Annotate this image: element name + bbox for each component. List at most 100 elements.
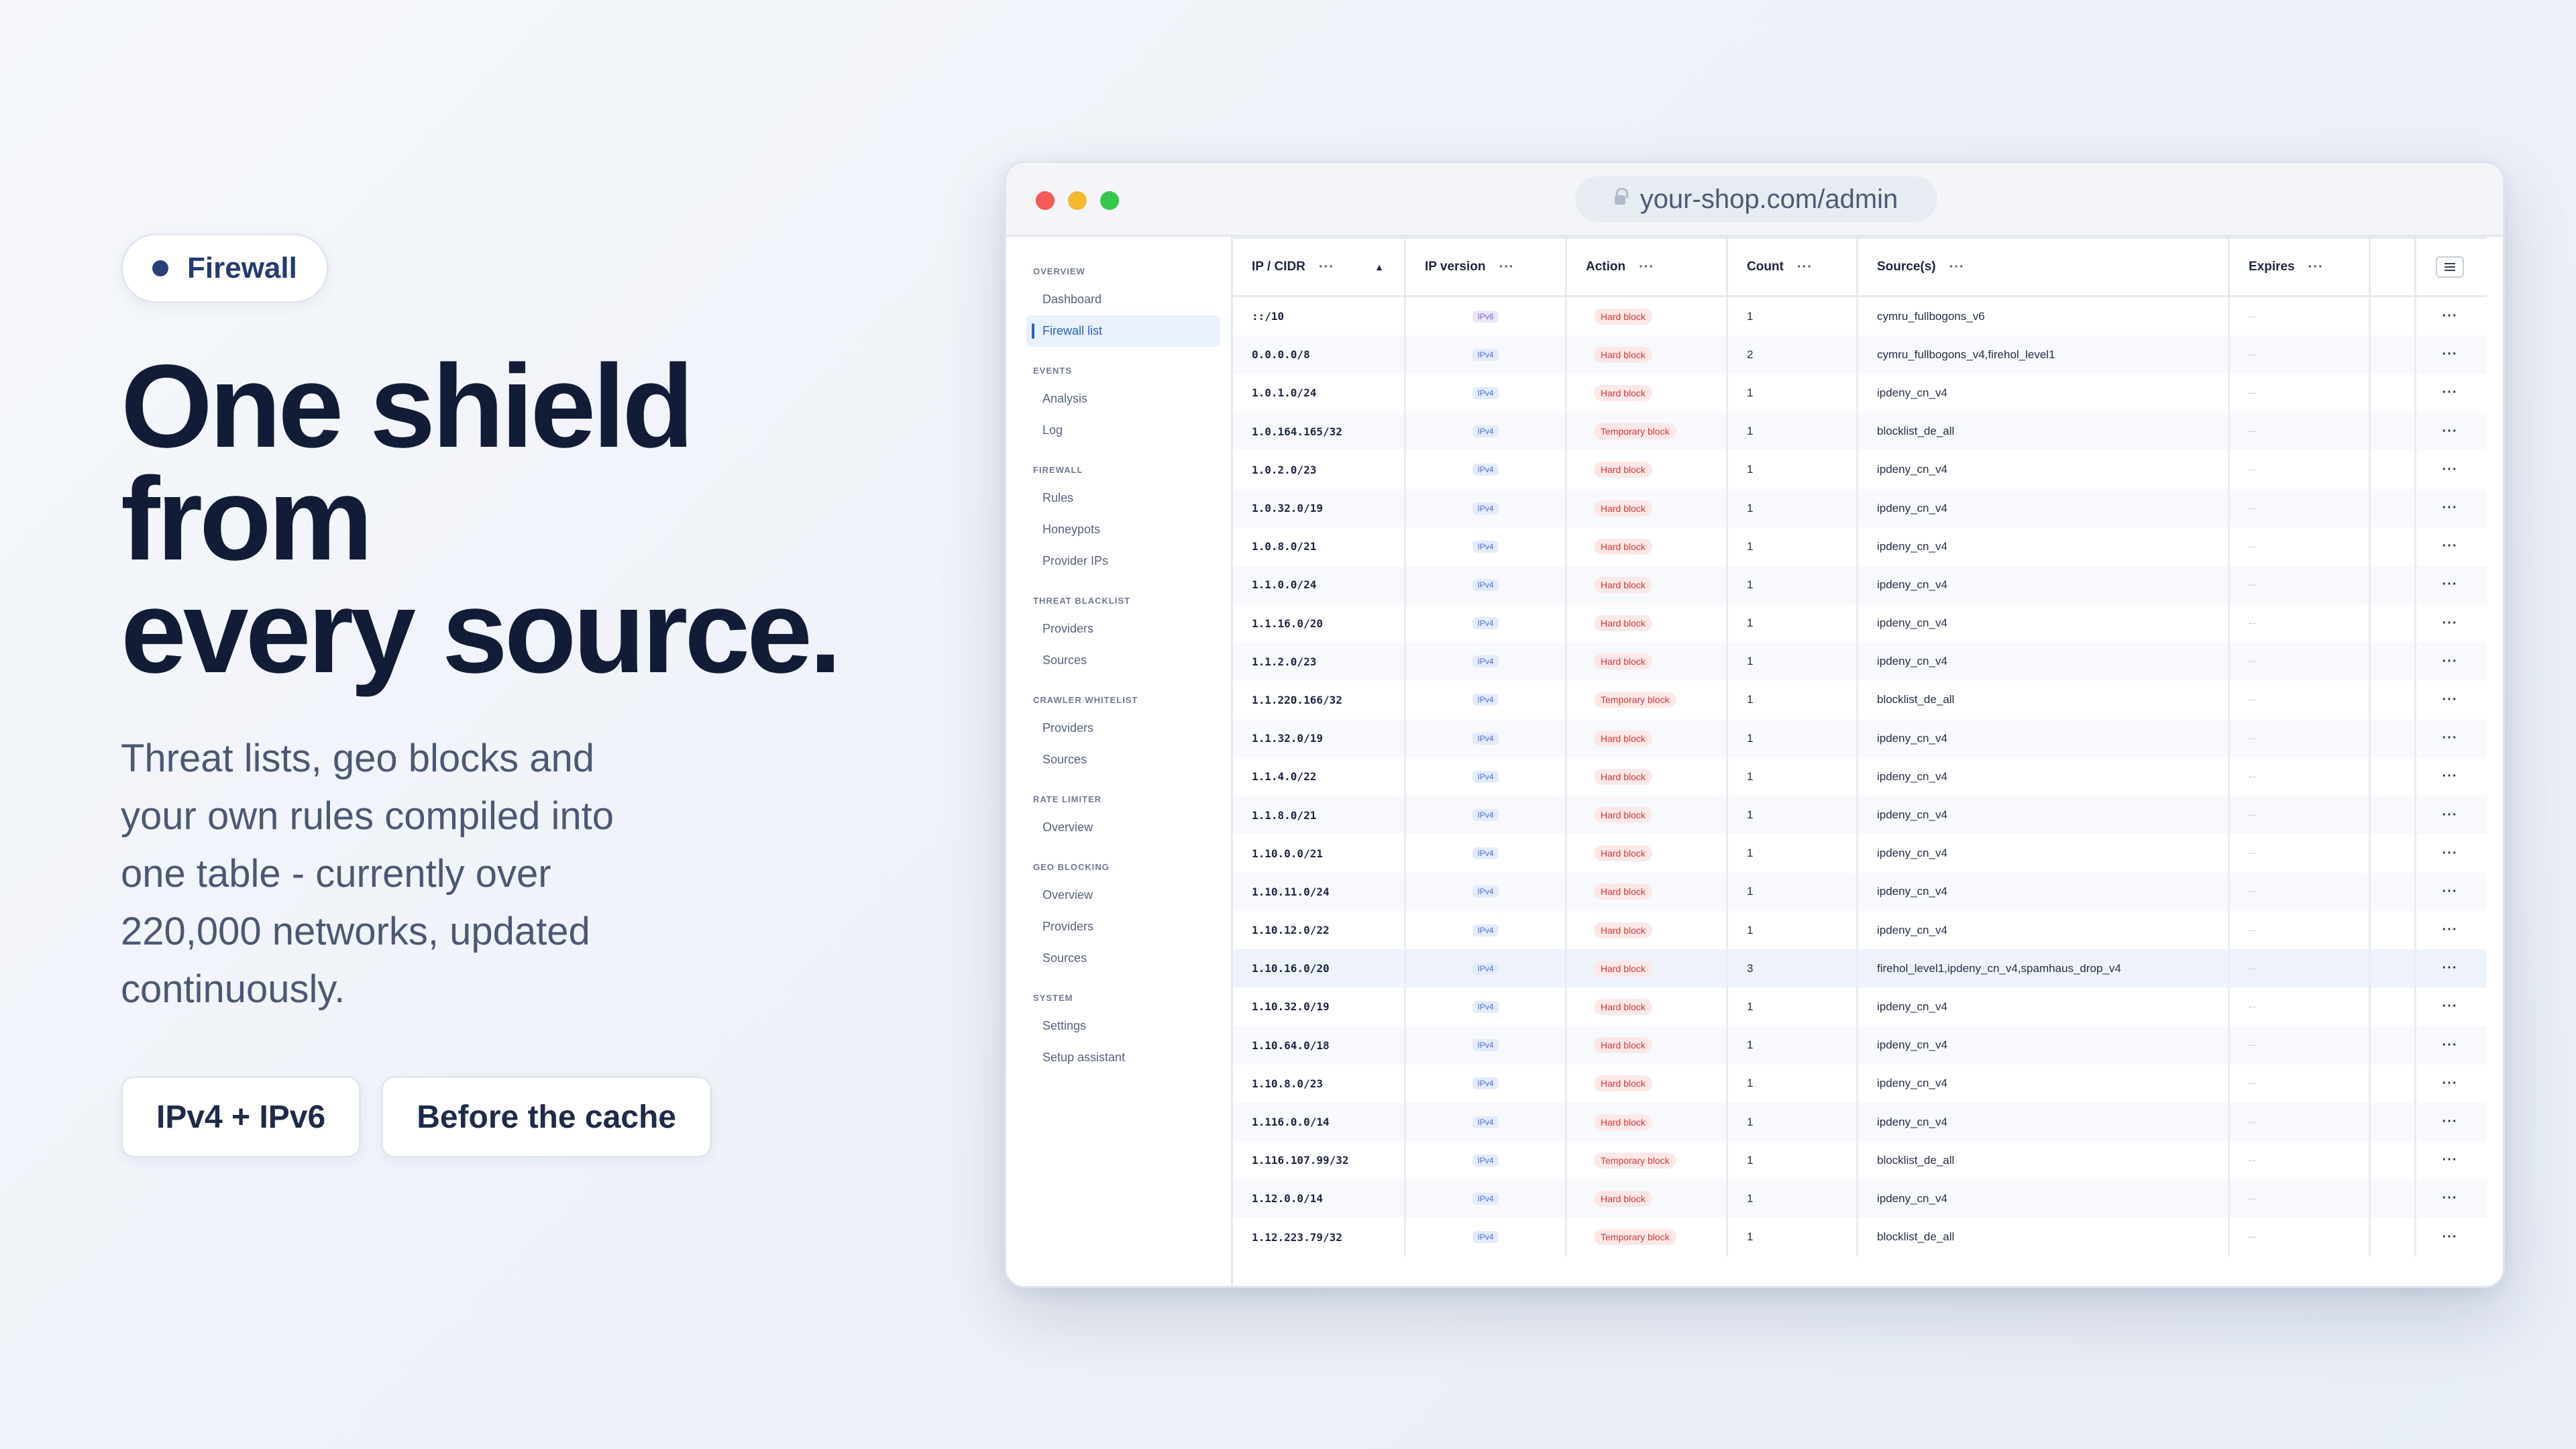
sidebar-item-analysis[interactable]: Analysis xyxy=(1042,392,1088,405)
column-header-sources[interactable]: Source(s) ··· xyxy=(1858,239,2230,295)
column-menu-icon[interactable]: ··· xyxy=(1499,259,1515,274)
column-header-version[interactable]: IP version ··· xyxy=(1406,239,1567,295)
sidebar-item-provider-ips[interactable]: Provider IPs xyxy=(1042,554,1109,568)
row-menu-icon[interactable]: ··· xyxy=(2442,961,2458,976)
row-menu-icon[interactable]: ··· xyxy=(2442,462,2458,477)
table-row[interactable]: 1.10.12.0/22 IPv4 Hard block 1 ipdeny_cn… xyxy=(1233,911,2487,950)
table-row[interactable]: 1.12.0.0/14 IPv4 Hard block 1 ipdeny_cn_… xyxy=(1233,1179,2487,1218)
sidebar-item-setup-assistant[interactable]: Setup assistant xyxy=(1042,1051,1126,1064)
table-row[interactable]: 1.1.2.0/23 IPv4 Hard block 1 ipdeny_cn_v… xyxy=(1233,642,2487,681)
expires-cell: -- xyxy=(2230,796,2371,835)
row-menu-icon[interactable]: ··· xyxy=(2442,845,2458,861)
row-menu-icon[interactable]: ··· xyxy=(2442,1152,2458,1168)
expires-cell: -- xyxy=(2230,1102,2371,1142)
row-menu-icon[interactable]: ··· xyxy=(2442,1229,2458,1244)
table-row[interactable]: 1.1.4.0/22 IPv4 Hard block 1 ipdeny_cn_v… xyxy=(1233,757,2487,796)
row-menu-icon[interactable]: ··· xyxy=(2442,347,2458,362)
column-menu-icon[interactable]: ··· xyxy=(1949,259,1965,274)
table-row[interactable]: 1.0.2.0/23 IPv4 Hard block 1 ipdeny_cn_v… xyxy=(1233,450,2487,489)
row-menu-icon[interactable]: ··· xyxy=(2442,615,2458,631)
row-menu-icon[interactable]: ··· xyxy=(2442,807,2458,822)
sidebar-item-overview[interactable]: Overview xyxy=(1042,888,1093,902)
row-menu-icon[interactable]: ··· xyxy=(2442,1075,2458,1091)
column-menu-icon[interactable]: ··· xyxy=(2308,259,2324,274)
column-header-action[interactable]: Action ··· xyxy=(1567,239,1728,295)
column-label: Count xyxy=(1747,260,1784,274)
row-menu-icon[interactable]: ··· xyxy=(2442,653,2458,669)
row-menu-icon[interactable]: ··· xyxy=(2442,500,2458,516)
action-badge: Hard block xyxy=(1594,960,1652,977)
column-header-expires[interactable]: Expires ··· xyxy=(2230,239,2371,295)
sidebar-item-providers[interactable]: Providers xyxy=(1042,721,1094,735)
maximize-window-icon[interactable] xyxy=(1100,191,1119,210)
row-menu-icon[interactable]: ··· xyxy=(2442,539,2458,554)
row-menu-icon[interactable]: ··· xyxy=(2442,692,2458,707)
column-header-count[interactable]: Count ··· xyxy=(1728,239,1858,295)
row-menu-icon[interactable]: ··· xyxy=(2442,309,2458,324)
table-row[interactable]: 1.1.16.0/20 IPv4 Hard block 1 ipdeny_cn_… xyxy=(1233,604,2487,643)
table-row[interactable]: 1.10.64.0/18 IPv4 Hard block 1 ipdeny_cn… xyxy=(1233,1026,2487,1065)
expires-cell: -- xyxy=(2230,566,2371,604)
table-row[interactable]: 1.10.32.0/19 IPv4 Hard block 1 ipdeny_cn… xyxy=(1233,987,2487,1026)
table-row[interactable]: ::/10 IPv6 Hard block 1 cymru_fullbogons… xyxy=(1233,297,2487,336)
table-row[interactable]: 1.0.8.0/21 IPv4 Hard block 1 ipdeny_cn_v… xyxy=(1233,527,2487,566)
cidr-cell: 1.116.0.0/14 xyxy=(1233,1102,1406,1142)
column-menu-icon[interactable]: ··· xyxy=(1318,259,1334,274)
row-menu-icon[interactable]: ··· xyxy=(2442,1114,2458,1130)
expires-cell: -- xyxy=(2230,719,2371,758)
address-bar[interactable]: your-shop.com/admin xyxy=(1575,176,1937,222)
table-row[interactable]: 1.10.11.0/24 IPv4 Hard block 1 ipdeny_cn… xyxy=(1233,872,2487,911)
count-cell: 1 xyxy=(1728,297,1858,336)
close-window-icon[interactable] xyxy=(1036,191,1055,210)
sidebar-item-dashboard[interactable]: Dashboard xyxy=(1042,292,1102,306)
table-row[interactable]: 1.0.164.165/32 IPv4 Temporary block 1 bl… xyxy=(1233,412,2487,451)
row-menu-icon[interactable]: ··· xyxy=(2442,883,2458,899)
minimize-window-icon[interactable] xyxy=(1068,191,1087,210)
row-menu-icon[interactable]: ··· xyxy=(2442,423,2458,439)
column-menu-icon[interactable]: ··· xyxy=(1639,259,1655,274)
table-row[interactable]: 1.1.8.0/21 IPv4 Hard block 1 ipdeny_cn_v… xyxy=(1233,796,2487,835)
sidebar-item-providers[interactable]: Providers xyxy=(1042,622,1094,635)
table-row[interactable]: 1.1.32.0/19 IPv4 Hard block 1 ipdeny_cn_… xyxy=(1233,719,2487,758)
table-row[interactable]: 1.116.107.99/32 IPv4 Temporary block 1 b… xyxy=(1233,1141,2487,1180)
action-cell: Hard block xyxy=(1567,527,1728,566)
sidebar-item-overview[interactable]: Overview xyxy=(1042,820,1093,834)
table-row[interactable]: 1.0.32.0/19 IPv4 Hard block 1 ipdeny_cn_… xyxy=(1233,488,2487,528)
table-row[interactable]: 1.10.0.0/21 IPv4 Hard block 1 ipdeny_cn_… xyxy=(1233,834,2487,873)
sidebar-item-sources[interactable]: Sources xyxy=(1042,753,1087,766)
column-header-cidr[interactable]: IP / CIDR ··· ▲ xyxy=(1233,239,1406,295)
row-menu-icon[interactable]: ··· xyxy=(2442,999,2458,1014)
column-menu-icon[interactable]: ··· xyxy=(1796,259,1813,274)
cidr-cell: 0.0.0.0/8 xyxy=(1233,335,1406,374)
sidebar-item-honeypots[interactable]: Honeypots xyxy=(1042,523,1101,536)
table-row[interactable]: 1.0.1.0/24 IPv4 Hard block 1 ipdeny_cn_v… xyxy=(1233,374,2487,413)
table-row[interactable]: 0.0.0.0/8 IPv4 Hard block 2 cymru_fullbo… xyxy=(1233,335,2487,374)
table-row[interactable]: 1.116.0.0/14 IPv4 Hard block 1 ipdeny_cn… xyxy=(1233,1102,2487,1142)
version-badge: IPv4 xyxy=(1472,1231,1499,1244)
sidebar-item-settings[interactable]: Settings xyxy=(1042,1019,1087,1032)
sidebar-item-providers[interactable]: Providers xyxy=(1042,920,1094,933)
sidebar-item-sources[interactable]: Sources xyxy=(1042,951,1087,965)
row-menu-icon[interactable]: ··· xyxy=(2442,731,2458,746)
table-row[interactable]: 1.10.16.0/20 IPv4 Hard block 3 firehol_l… xyxy=(1233,949,2487,988)
sidebar-item-log[interactable]: Log xyxy=(1042,423,1063,437)
sources-cell: ipdeny_cn_v4 xyxy=(1858,642,2230,681)
sidebar-item-rules[interactable]: Rules xyxy=(1042,491,1074,504)
row-menu-icon[interactable]: ··· xyxy=(2442,1191,2458,1206)
sort-ascending-icon[interactable]: ▲ xyxy=(1375,262,1384,272)
sidebar-item-firewall-list[interactable]: Firewall list xyxy=(1026,315,1220,347)
table-row[interactable]: 1.1.220.166/32 IPv4 Temporary block 1 bl… xyxy=(1233,680,2487,720)
row-menu-icon[interactable]: ··· xyxy=(2442,922,2458,938)
cidr-cell: 1.116.107.99/32 xyxy=(1233,1141,1406,1180)
row-menu-icon[interactable]: ··· xyxy=(2442,769,2458,784)
table-row[interactable]: 1.12.223.79/32 IPv4 Temporary block 1 bl… xyxy=(1233,1218,2487,1256)
table-row[interactable]: 1.1.0.0/24 IPv4 Hard block 1 ipdeny_cn_v… xyxy=(1233,566,2487,604)
cidr-cell: 1.0.2.0/23 xyxy=(1233,450,1406,489)
row-menu-icon[interactable]: ··· xyxy=(2442,385,2458,400)
action-cell: Hard block xyxy=(1567,834,1728,873)
row-menu-icon[interactable]: ··· xyxy=(2442,577,2458,592)
sidebar-item-sources[interactable]: Sources xyxy=(1042,653,1087,667)
column-settings-icon[interactable] xyxy=(2436,256,2464,278)
table-row[interactable]: 1.10.8.0/23 IPv4 Hard block 1 ipdeny_cn_… xyxy=(1233,1064,2487,1103)
row-menu-icon[interactable]: ··· xyxy=(2442,1037,2458,1053)
